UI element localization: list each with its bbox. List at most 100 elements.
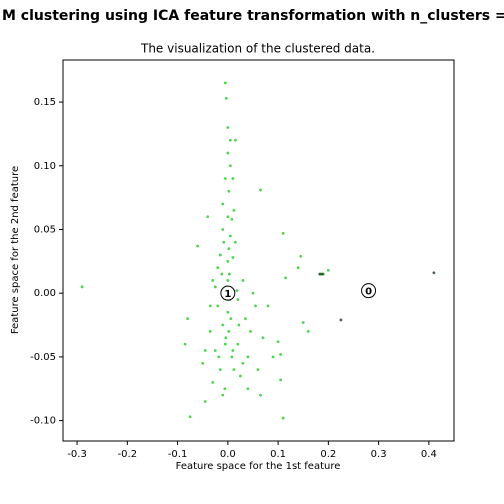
point [227,272,231,276]
point [228,234,232,238]
point [213,349,217,352]
point [259,393,262,397]
point [256,368,260,372]
point [226,279,230,282]
point [208,304,212,308]
point [213,285,217,289]
x-tick-label: 0.4 [421,449,437,460]
point [224,96,228,100]
point [261,336,265,340]
point [226,259,230,263]
point [226,310,230,314]
point [237,323,241,327]
point [217,355,221,359]
point [216,266,220,270]
point [203,400,207,403]
point [221,323,225,327]
point [211,279,215,282]
point [220,272,224,276]
point [232,368,236,372]
point [228,164,232,168]
point [231,256,235,259]
point [318,272,322,276]
point [236,342,240,346]
point [226,126,230,129]
point [249,330,252,333]
point [281,231,285,235]
point [251,291,255,295]
point [226,215,230,219]
x-tick-label: -0.3 [67,449,87,460]
point [236,298,240,301]
point [188,415,192,419]
point [279,352,283,356]
point [227,189,231,193]
point [208,330,212,333]
point [229,317,233,321]
point [284,276,288,280]
point [223,81,227,85]
point [80,285,84,289]
point [326,268,330,272]
point [231,177,235,180]
point [296,266,300,270]
y-axis-label: Feature space for the 2nd feature [10,166,21,334]
cluster-label: 1 [224,289,231,300]
point [246,355,250,359]
point [244,317,247,321]
point [235,289,239,293]
point [221,228,225,231]
point [320,272,324,276]
chart-subtitle: The visualization of the clustered data. [140,42,375,56]
x-tick-label: 0.0 [220,449,236,460]
y-tick-label: -0.05 [30,352,56,363]
point [233,138,237,142]
point [306,330,310,333]
point [432,271,436,275]
x-tick-label: 0.3 [371,449,387,460]
y-tick-label: 0.10 [34,161,56,172]
cluster-center [361,283,377,299]
point [224,336,228,340]
point [228,138,232,142]
point [279,378,283,382]
point [211,380,215,384]
point [259,188,262,192]
plot-frame [62,59,455,442]
x-tick-label: -0.2 [118,449,138,460]
point [218,368,222,372]
point [206,215,210,219]
point [231,349,235,352]
x-tick-label: 0.1 [270,449,286,460]
point [186,317,190,321]
point [254,304,257,308]
point [196,244,200,248]
point [339,318,343,322]
point [301,321,305,324]
point [227,330,231,333]
y-tick-label: -0.10 [30,416,56,427]
point [246,387,250,391]
point [227,247,231,250]
point [183,342,187,346]
point [221,393,225,397]
y-tick-label: 0.15 [34,97,56,108]
x-tick-label: -0.1 [168,449,188,460]
point [233,240,237,244]
point [223,387,227,391]
point [271,355,275,359]
point [230,217,234,221]
point [241,361,245,365]
x-tick-label: 0.2 [320,449,336,460]
point [266,304,270,308]
point [201,361,205,365]
cluster-center [220,285,236,301]
point [232,208,236,212]
x-axis-label: Feature space for the 1st feature [176,461,341,472]
point [276,340,280,344]
point [203,349,207,352]
point [281,416,285,420]
cluster-label: 0 [365,287,372,298]
point [223,342,227,346]
